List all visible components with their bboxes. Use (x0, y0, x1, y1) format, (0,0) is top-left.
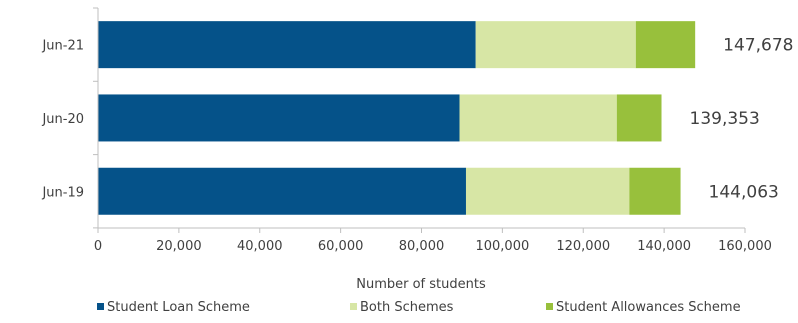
x-tick-label: 40,000 (237, 239, 283, 254)
legend-label: Both Schemes (360, 300, 454, 315)
total-label: 147,678 (723, 36, 793, 56)
legend-swatch (546, 303, 553, 310)
total-labels: 147,678 139,353 144,063 (690, 36, 794, 203)
total-label: 144,063 (709, 182, 779, 202)
bar-segment (98, 94, 460, 142)
bar-segment (459, 94, 617, 142)
bar-segment (629, 167, 681, 215)
bar-segment (98, 167, 466, 215)
legend-swatch (97, 303, 104, 310)
y-axis-ticks (93, 7, 98, 229)
legend-label: Student Allowances Scheme (556, 300, 741, 315)
x-tick-label: 60,000 (318, 239, 364, 254)
x-axis-label: Number of students (356, 277, 486, 292)
bar-segment (98, 21, 476, 69)
x-tick-label: 20,000 (156, 239, 202, 254)
x-tick-label: 80,000 (399, 239, 445, 254)
category-label: Jun-20 (41, 112, 84, 127)
x-tick-label: 120,000 (556, 239, 610, 254)
bar-segment (475, 21, 636, 69)
total-label: 139,353 (690, 109, 760, 129)
bar-segment (465, 167, 630, 215)
category-label: Jun-21 (41, 39, 84, 54)
x-tick-label: 160,000 (718, 239, 772, 254)
legend-swatch (350, 303, 357, 310)
x-axis-ticks: 0 20,000 40,000 60,000 80,000 100,000 120,000 1… (94, 228, 772, 254)
bars-group (98, 21, 696, 215)
legend-label: Student Loan Scheme (107, 300, 250, 315)
x-tick-label: 100,000 (475, 239, 529, 254)
x-tick-label: 140,000 (637, 239, 691, 254)
bar-segment (616, 94, 662, 142)
legend: Student Loan Scheme Both Schemes Student A… (97, 300, 741, 315)
bar-segment (635, 21, 696, 69)
category-labels: Jun-21 Jun-20 Jun-19 (41, 39, 84, 201)
category-label: Jun-19 (41, 185, 84, 200)
x-tick-label: 0 (94, 239, 102, 254)
